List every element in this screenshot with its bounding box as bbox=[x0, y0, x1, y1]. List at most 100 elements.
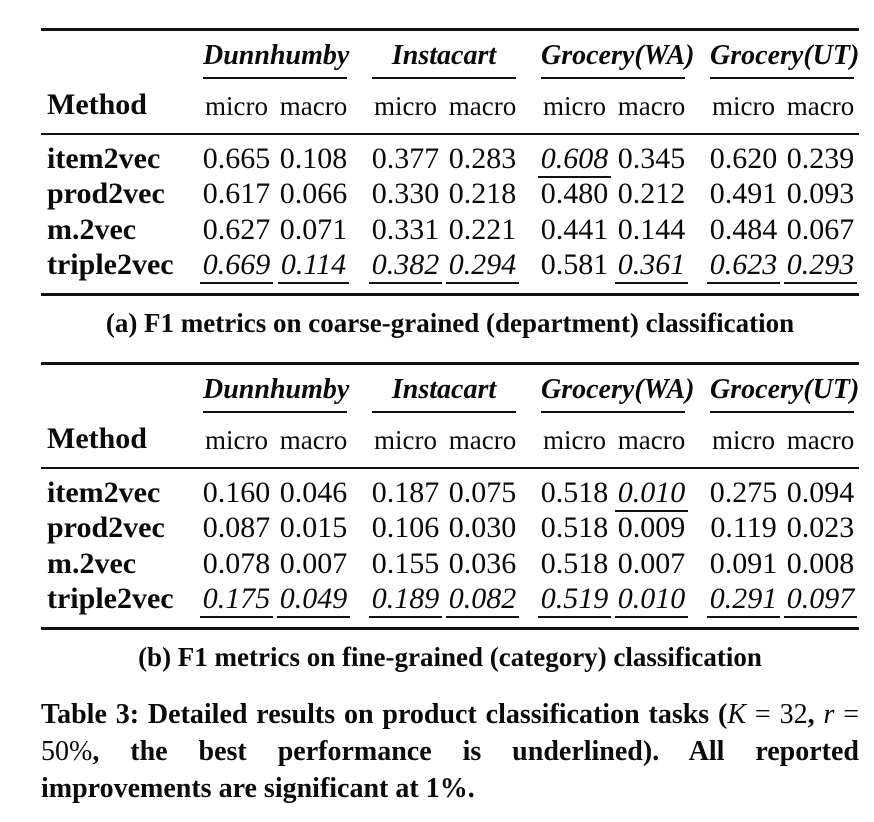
value-cell: 0.665 bbox=[198, 134, 275, 176]
value-cell: 0.620 bbox=[705, 134, 782, 176]
metric-subheader: micro bbox=[536, 413, 614, 469]
value: 0.491 bbox=[709, 177, 778, 210]
metric-subheader: macro bbox=[782, 79, 860, 135]
dataset-name: Grocery(WA) bbox=[541, 374, 695, 405]
method-cell: prod2vec bbox=[47, 177, 165, 210]
metric-subheader: micro bbox=[367, 79, 445, 135]
metric-subheader: micro bbox=[705, 79, 783, 135]
dataset-name: Dunnhumby bbox=[203, 40, 350, 71]
value: 0.480 bbox=[540, 177, 609, 210]
metric-subheader: micro bbox=[198, 413, 275, 469]
value-cell: 0.010 bbox=[613, 468, 690, 512]
table-header: Dunnhumby Instacart Grocery(WA) Grocery(UT)… bbox=[41, 364, 859, 469]
value-cell: 0.049 bbox=[275, 582, 352, 629]
best-value: 0.293 bbox=[783, 248, 858, 284]
metric-subheader: macro bbox=[782, 413, 860, 469]
value-cell: 0.097 bbox=[782, 582, 859, 629]
value-cell: 0.082 bbox=[444, 582, 521, 629]
best-value: 0.189 bbox=[368, 582, 443, 618]
column-gap bbox=[690, 79, 706, 135]
results-table-b: Dunnhumby Instacart Grocery(WA) Grocery(UT)… bbox=[41, 362, 859, 630]
column-gap bbox=[521, 510, 536, 546]
value-cell: 0.361 bbox=[613, 248, 690, 295]
metric-subheader: macro bbox=[613, 413, 691, 469]
value: 0.330 bbox=[371, 177, 440, 210]
column-gap bbox=[521, 468, 536, 510]
table-3-caption: Table 3: Detailed results on product cla… bbox=[41, 696, 859, 807]
column-gap bbox=[690, 248, 705, 295]
value-cell: 0.441 bbox=[536, 212, 613, 248]
method-cell: triple2vec bbox=[47, 582, 174, 615]
value: 0.094 bbox=[786, 476, 855, 509]
column-gap bbox=[352, 413, 368, 469]
dataset-header: Instacart bbox=[367, 364, 521, 413]
metric-header-row: Method micro macro micro macro micro macro micr… bbox=[41, 79, 860, 135]
best-value: 0.010 bbox=[614, 476, 689, 512]
dataset-header-underline: Grocery(UT) bbox=[710, 41, 859, 79]
value-cell: 0.015 bbox=[275, 510, 352, 546]
value: 0.160 bbox=[202, 476, 271, 509]
method-cell: item2vec bbox=[47, 476, 161, 509]
metric-header-row: Method micro macro micro macro micro macro micr… bbox=[41, 413, 860, 469]
value: 0.239 bbox=[786, 142, 855, 175]
dataset-name: Instacart bbox=[391, 374, 497, 405]
value: 0.009 bbox=[617, 511, 686, 544]
caption-segment: = 50% bbox=[41, 699, 860, 767]
value: 0.075 bbox=[448, 476, 517, 509]
table-row: prod2vec 0.087 0.015 0.106 0.030 0.518 0.009 0.… bbox=[41, 510, 859, 546]
column-gap bbox=[690, 212, 705, 248]
value: 0.008 bbox=[786, 547, 855, 580]
caption-segment: = 32 bbox=[746, 699, 808, 730]
table-row: m.2vec 0.627 0.071 0.331 0.221 0.441 0.144 0.48… bbox=[41, 212, 859, 248]
column-gap bbox=[352, 176, 367, 212]
subtable-a: Dunnhumby Instacart Grocery(WA) Grocery(UT)… bbox=[41, 28, 874, 339]
value: 0.015 bbox=[279, 511, 348, 544]
column-gap bbox=[690, 468, 705, 510]
column-gap bbox=[352, 79, 368, 135]
value-cell: 0.023 bbox=[782, 510, 859, 546]
value-cell: 0.623 bbox=[705, 248, 782, 295]
value-cell: 0.627 bbox=[198, 212, 275, 248]
value-cell: 0.518 bbox=[536, 546, 613, 582]
value: 0.087 bbox=[202, 511, 271, 544]
value-cell: 0.331 bbox=[367, 212, 444, 248]
column-gap bbox=[690, 176, 705, 212]
dataset-header-underline: Instacart bbox=[372, 41, 517, 79]
value: 0.067 bbox=[786, 213, 855, 246]
value: 0.617 bbox=[202, 177, 271, 210]
column-gap bbox=[521, 582, 536, 629]
value-cell: 0.519 bbox=[536, 582, 613, 629]
value-cell: 0.075 bbox=[444, 468, 521, 510]
value: 0.345 bbox=[617, 142, 686, 175]
value-cell: 0.239 bbox=[782, 134, 859, 176]
metric-subheader: macro bbox=[613, 79, 691, 135]
caption-segment: K bbox=[727, 699, 747, 730]
value: 0.518 bbox=[540, 511, 609, 544]
subtable-b: Dunnhumby Instacart Grocery(WA) Grocery(UT)… bbox=[41, 362, 874, 673]
dataset-header: Grocery(UT) bbox=[705, 30, 859, 79]
table-row: triple2vec 0.669 0.114 0.382 0.294 0.581 0.361… bbox=[41, 248, 859, 295]
value-cell: 0.291 bbox=[705, 582, 782, 629]
column-gap bbox=[690, 134, 705, 176]
value-cell: 0.608 bbox=[536, 134, 613, 178]
value-cell: 0.293 bbox=[782, 248, 859, 295]
subcaption-a: (a) F1 metrics on coarse-grained (depart… bbox=[105, 308, 795, 338]
column-gap bbox=[521, 364, 536, 414]
metric-subheader: micro bbox=[705, 413, 783, 469]
value-cell: 0.093 bbox=[782, 176, 859, 212]
value: 0.007 bbox=[617, 547, 686, 580]
results-table-a: Dunnhumby Instacart Grocery(WA) Grocery(UT)… bbox=[41, 28, 859, 296]
dataset-header-underline: Dunnhumby bbox=[203, 375, 349, 413]
value: 0.331 bbox=[371, 213, 440, 246]
dataset-header: Dunnhumby bbox=[198, 30, 352, 79]
dataset-header-row: Dunnhumby Instacart Grocery(WA) Grocery(UT) bbox=[41, 364, 859, 414]
best-value: 0.519 bbox=[537, 582, 612, 618]
column-gap bbox=[690, 413, 706, 469]
value: 0.023 bbox=[786, 511, 855, 544]
best-value: 0.361 bbox=[614, 248, 689, 284]
value-cell: 0.160 bbox=[198, 468, 275, 510]
table-body: item2vec 0.160 0.046 0.187 0.075 0.518 0.010 0.… bbox=[41, 468, 859, 629]
column-gap bbox=[521, 546, 536, 582]
value: 0.046 bbox=[279, 476, 348, 509]
caption-segment: r bbox=[823, 699, 835, 730]
